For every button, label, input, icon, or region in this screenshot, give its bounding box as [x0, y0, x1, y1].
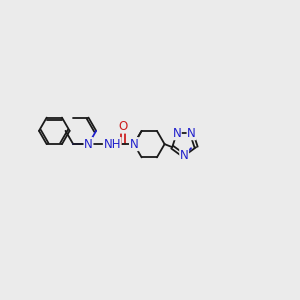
Text: N: N — [172, 127, 181, 140]
Text: NH: NH — [103, 138, 121, 151]
Text: N: N — [187, 127, 196, 140]
Text: N: N — [84, 138, 93, 151]
Text: O: O — [118, 120, 128, 133]
Text: N: N — [180, 149, 188, 162]
Text: N: N — [130, 138, 138, 151]
